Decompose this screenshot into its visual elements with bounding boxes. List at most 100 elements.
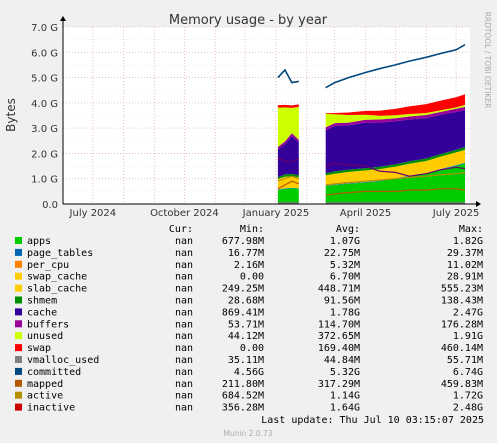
legend-swatch [15, 379, 22, 387]
line-mapped [325, 188, 466, 196]
x-axis-arrow [476, 201, 481, 207]
legend-value: 555.23M [441, 284, 483, 295]
y-tick-label: 3.0 G [31, 124, 58, 135]
x-tick-label: January 2025 [242, 208, 310, 219]
legend-value: 11.02M [447, 260, 483, 271]
line-inactive [325, 162, 466, 177]
legend-value: nan [175, 379, 193, 390]
legend-header: Cur: [169, 224, 193, 235]
x-tick-labels: July 2024 October 2024 January 2025 April 2… [69, 208, 480, 219]
legend-value: 1.07G [330, 236, 360, 247]
legend-name: swap [27, 343, 51, 354]
legend-value: nan [175, 331, 193, 342]
area-unused [277, 106, 299, 147]
legend-value: 44.12M [228, 331, 264, 342]
legend-value: nan [175, 403, 193, 414]
area-slab-cache [325, 149, 465, 186]
area-shmem [325, 146, 465, 176]
area-unused [325, 104, 465, 128]
x-tick-label: October 2024 [150, 208, 219, 219]
legend-value: 91.56M [324, 296, 360, 307]
y-tick-label: 5.0 G [31, 74, 58, 85]
legend-name: mapped [27, 379, 63, 390]
legend-value: nan [175, 272, 193, 283]
legend-header: Avg: [336, 224, 360, 235]
legend-name: slab_cache [27, 284, 87, 295]
series-lines [277, 44, 466, 204]
legend-name: swap_cache [27, 272, 87, 283]
area-apps [325, 163, 465, 204]
legend-value: nan [175, 355, 193, 366]
legend-value: nan [175, 296, 193, 307]
area-swap [277, 104, 299, 108]
legend-value: 4.56G [234, 367, 264, 378]
area-buffers [277, 133, 299, 150]
legend-value: 2.47G [453, 307, 483, 318]
legend-value: 1.72G [453, 391, 483, 402]
legend-value: 2.48G [453, 403, 483, 414]
last-update: Last update: Thu Jul 10 03:15:07 2025 [261, 415, 484, 426]
legend-swatch [15, 403, 22, 411]
legend-swatch [15, 284, 22, 292]
legend-value: 44.84M [324, 355, 360, 366]
legend-header: Max: [459, 224, 483, 235]
legend-value: 460.14M [441, 343, 483, 354]
legend-value: 1.82G [453, 236, 483, 247]
y-tick-label: 0.0 [42, 200, 58, 211]
legend-name: committed [27, 367, 81, 378]
legend-value: 448.71M [318, 284, 360, 295]
legend-swatch [15, 296, 22, 304]
line-active [325, 171, 466, 186]
legend-value: 16.77M [228, 248, 264, 259]
munin-version: Munin 2.0.73 [223, 429, 272, 438]
legend-name: inactive [27, 403, 75, 414]
legend: Cur: Min: Avg: Max: apps nan 677.98M 1.07G 1.82G… [15, 224, 483, 414]
chart-title: Memory usage - by year [169, 13, 328, 28]
legend-value: 1.78G [330, 307, 360, 318]
y-tick-label: 6.0 G [31, 48, 58, 59]
legend-value: nan [175, 343, 193, 354]
legend-value: 28.68M [228, 296, 264, 307]
legend-name: cache [27, 307, 57, 318]
y-tick-label: 4.0 G [31, 99, 58, 110]
legend-value: 169.40M [318, 343, 360, 354]
legend-swatch [15, 248, 22, 256]
legend-name: page_tables [27, 248, 93, 259]
legend-value: 176.28M [441, 319, 483, 330]
legend-header: Min: [240, 224, 264, 235]
legend-value: 114.70M [318, 319, 360, 330]
legend-swatch [15, 272, 22, 280]
legend-name: unused [27, 331, 63, 342]
legend-value: 684.52M [222, 391, 264, 402]
legend-swatch [15, 344, 22, 352]
legend-value: 249.25M [222, 284, 264, 295]
legend-name: active [27, 391, 63, 402]
legend-value: 677.98M [222, 236, 264, 247]
area-cache [325, 110, 465, 174]
legend-name: buffers [27, 319, 69, 330]
legend-swatch [15, 308, 22, 316]
legend-value: nan [175, 248, 193, 259]
y-axis-arrow [60, 16, 66, 21]
legend-name: apps [27, 236, 51, 247]
legend-value: nan [175, 367, 193, 378]
legend-value: 0.00 [240, 272, 264, 283]
line-mapped [277, 180, 300, 190]
legend-value: 1.64G [330, 403, 360, 414]
legend-value: 459.83M [441, 379, 483, 390]
line-committed [277, 68, 299, 84]
legend-swatch [15, 260, 22, 268]
legend-value: 29.37M [447, 248, 483, 259]
area-apps [277, 188, 299, 204]
legend-name: shmem [27, 296, 57, 307]
legend-value: 0.00 [240, 343, 264, 354]
legend-swatch [15, 320, 22, 328]
axes [60, 16, 481, 207]
legend-value: 22.75M [324, 248, 360, 259]
side-watermark: RRDTOOL / TOBI OETIKER [483, 12, 492, 109]
legend-value: 1.14G [330, 391, 360, 402]
legend-value: 55.71M [447, 355, 483, 366]
y-tick-labels: 0.0 1.0 G 2.0 G 3.0 G 4.0 G 5.0 G 6.0 G 7.0 G [31, 23, 58, 211]
y-tick-label: 2.0 G [31, 149, 58, 160]
